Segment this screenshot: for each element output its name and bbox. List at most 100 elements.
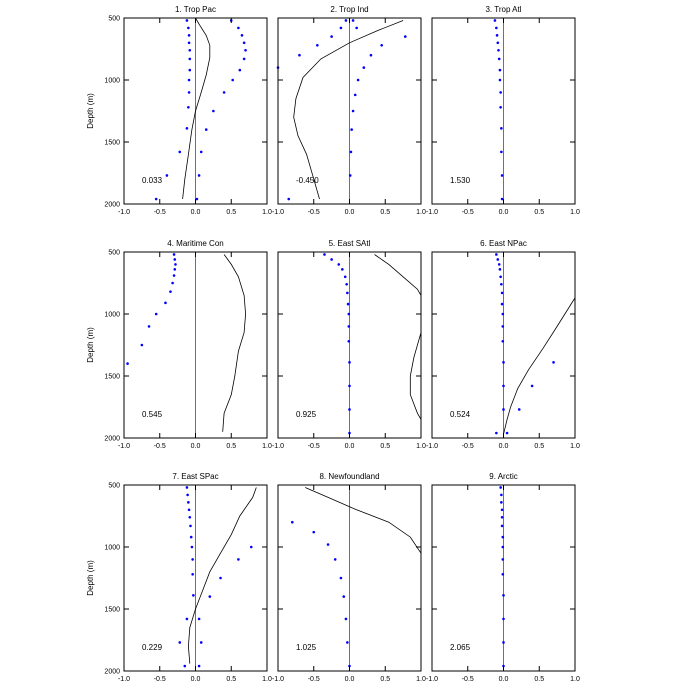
data-point — [188, 48, 192, 52]
data-point — [187, 78, 191, 82]
data-point — [380, 43, 383, 47]
data-point — [346, 291, 349, 295]
panel-annotation: 0.925 — [296, 410, 317, 419]
panel-7: 7. East SPac 500 1000 1500 2000-1.0 -0.5 0.0 0.… — [86, 472, 272, 683]
data-point — [500, 174, 504, 177]
y-tick-label: 500 — [108, 483, 120, 490]
panel-title: 9. Arctic — [489, 472, 517, 481]
profile-curve — [293, 20, 404, 200]
panel-title: 3. Trop Atl — [485, 5, 521, 14]
panel-4: 4. Maritime Con 500 1000 1500 2000-1.0 -0.5 0.… — [86, 239, 272, 450]
data-point — [496, 258, 500, 261]
data-point — [552, 361, 555, 364]
data-point — [345, 282, 348, 286]
data-point — [505, 431, 509, 435]
data-point — [164, 301, 167, 305]
data-point — [502, 384, 505, 388]
data-point — [219, 576, 222, 580]
data-point — [500, 501, 503, 504]
panel-annotation: 0.545 — [142, 410, 163, 419]
y-tick-label: 1000 — [104, 78, 120, 85]
profile-curve — [182, 17, 211, 200]
x-tick-label: 0.5 — [226, 676, 236, 683]
y-tick-label: 500 — [108, 16, 120, 23]
data-point — [341, 268, 344, 271]
data-point — [350, 128, 353, 131]
x-tick-label: 0.0 — [345, 209, 355, 216]
data-point — [497, 48, 500, 52]
data-point — [242, 41, 246, 45]
data-point — [495, 26, 498, 30]
panel-title: 1. Trop Pac — [175, 5, 216, 14]
y-tick-label: 2000 — [104, 436, 120, 443]
panel-1: 1. Trop Pac 500 1000 1500 2000-1.0 -0.5 0.0 0.5… — [86, 5, 272, 216]
data-point — [249, 545, 253, 549]
data-point — [501, 339, 505, 343]
panel-annotation: -0.450 — [296, 176, 319, 185]
x-tick-label: 0.5 — [380, 676, 390, 683]
data-point — [348, 361, 351, 364]
panel-2: 2. Trop Ind -1.0 -0.5 0.0 0.5 1.0 -0.450 — [272, 5, 426, 216]
data-point — [369, 53, 373, 57]
data-point — [342, 595, 346, 598]
data-point — [501, 558, 505, 561]
y-axis-label: Depth (m) — [86, 327, 95, 363]
profile-curve — [503, 297, 576, 435]
profile-curve — [374, 254, 422, 420]
panel-title: 7. East SPac — [172, 472, 218, 481]
data-point — [192, 594, 195, 597]
x-tick-label: -1.0 — [272, 209, 284, 216]
data-point — [208, 595, 212, 598]
data-point — [240, 34, 244, 37]
x-tick-label: -1.0 — [426, 443, 438, 450]
y-axis-label: Depth (m) — [86, 93, 95, 129]
y-tick-label: 2000 — [104, 202, 120, 209]
panel-annotation: 0.033 — [142, 176, 163, 185]
data-point — [330, 258, 333, 261]
data-point — [499, 105, 502, 109]
data-point — [191, 572, 194, 576]
data-point — [351, 19, 355, 22]
data-point — [501, 572, 505, 576]
data-point — [362, 66, 366, 69]
data-point — [199, 641, 203, 644]
data-point — [339, 576, 343, 580]
data-point — [351, 109, 355, 113]
x-tick-label: -0.5 — [462, 676, 474, 683]
data-point — [501, 545, 505, 549]
panel-6: 6. East NPac -1.0 -0.5 0.0 0.5 1.0 0.524 — [426, 239, 580, 450]
data-point — [199, 150, 203, 154]
data-point — [231, 78, 234, 82]
data-point — [500, 150, 503, 154]
profile-curve — [222, 254, 247, 432]
data-point — [154, 197, 158, 201]
data-point — [337, 263, 341, 266]
data-point — [501, 325, 505, 328]
data-point — [165, 174, 169, 177]
data-point — [498, 78, 502, 82]
x-tick-label: 1.0 — [262, 676, 272, 683]
data-point — [502, 361, 505, 364]
data-point — [140, 343, 144, 347]
data-point — [500, 302, 504, 306]
data-point — [348, 174, 352, 177]
data-point — [244, 48, 247, 52]
data-point — [188, 515, 192, 519]
x-tick-label: 0.0 — [191, 676, 201, 683]
data-point — [347, 339, 351, 343]
data-point — [495, 431, 498, 435]
data-point — [185, 19, 189, 22]
x-tick-label: -0.5 — [308, 443, 320, 450]
data-point — [323, 253, 326, 256]
x-tick-label: 0.5 — [534, 443, 544, 450]
x-tick-label: -0.5 — [462, 443, 474, 450]
data-point — [171, 281, 174, 285]
x-tick-label: 1.0 — [416, 676, 426, 683]
data-point — [339, 26, 343, 30]
data-point — [500, 515, 504, 519]
x-tick-label: -1.0 — [118, 676, 130, 683]
x-tick-label: 1.0 — [570, 209, 580, 216]
x-tick-label: 0.0 — [499, 209, 509, 216]
data-point — [187, 26, 190, 30]
